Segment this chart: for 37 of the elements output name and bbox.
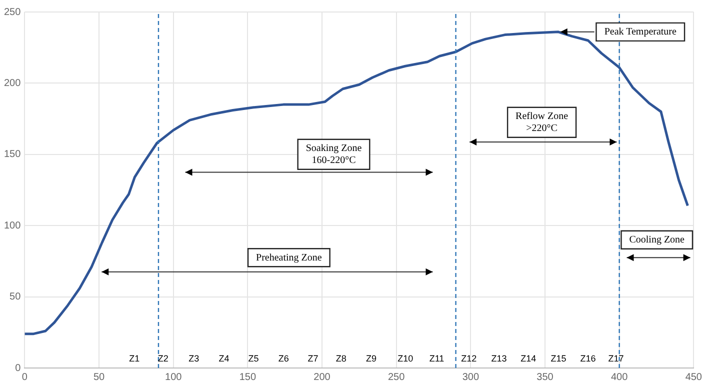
annotation: Z1 xyxy=(129,354,140,364)
y-tick-label: 250 xyxy=(4,6,22,18)
annotation: Z6 xyxy=(278,354,289,364)
x-tick-label: 200 xyxy=(314,372,331,383)
annotation: Z15 xyxy=(550,354,566,364)
annotation: Soaking Zone 160-220°C xyxy=(306,143,362,166)
y-tick-label: 0 xyxy=(15,362,22,374)
y-tick-label: 200 xyxy=(4,78,22,89)
annotation: Peak Temperature xyxy=(604,26,678,38)
annotation: Z11 xyxy=(429,354,444,364)
annotation: Cooling Zone xyxy=(629,234,686,246)
annotation: Reflow Zone >220°C xyxy=(516,110,569,134)
annotation: Z17 xyxy=(608,354,624,364)
annotation: Z3 xyxy=(188,354,200,364)
x-tick-label: 150 xyxy=(239,372,256,383)
x-tick-label: 100 xyxy=(165,372,182,383)
annotation: Z10 xyxy=(398,354,414,364)
annotation: Z13 xyxy=(491,354,507,364)
y-tick-label: 100 xyxy=(4,220,22,232)
x-tick-label: 400 xyxy=(610,372,628,383)
x-tick-label: 350 xyxy=(536,372,554,383)
annotation: Z5 xyxy=(248,354,259,364)
annotation: Z2 xyxy=(158,354,168,364)
annotation: Z14 xyxy=(520,354,536,364)
annotation: Z7 xyxy=(308,354,318,364)
annotation: Z8 xyxy=(336,354,346,364)
y-tick-label: 50 xyxy=(10,292,22,303)
annotation: Z16 xyxy=(580,354,596,364)
y-tick-label: 150 xyxy=(4,149,22,160)
x-tick-label: 50 xyxy=(93,372,106,383)
annotation: Z12 xyxy=(461,354,477,364)
annotation: Preheating Zone xyxy=(256,252,322,264)
x-tick-label: 250 xyxy=(388,372,406,383)
x-tick-label: 450 xyxy=(685,372,702,383)
annotation: Z9 xyxy=(366,354,376,364)
x-tick-label: 300 xyxy=(462,372,480,383)
annotation: Z4 xyxy=(218,354,230,364)
